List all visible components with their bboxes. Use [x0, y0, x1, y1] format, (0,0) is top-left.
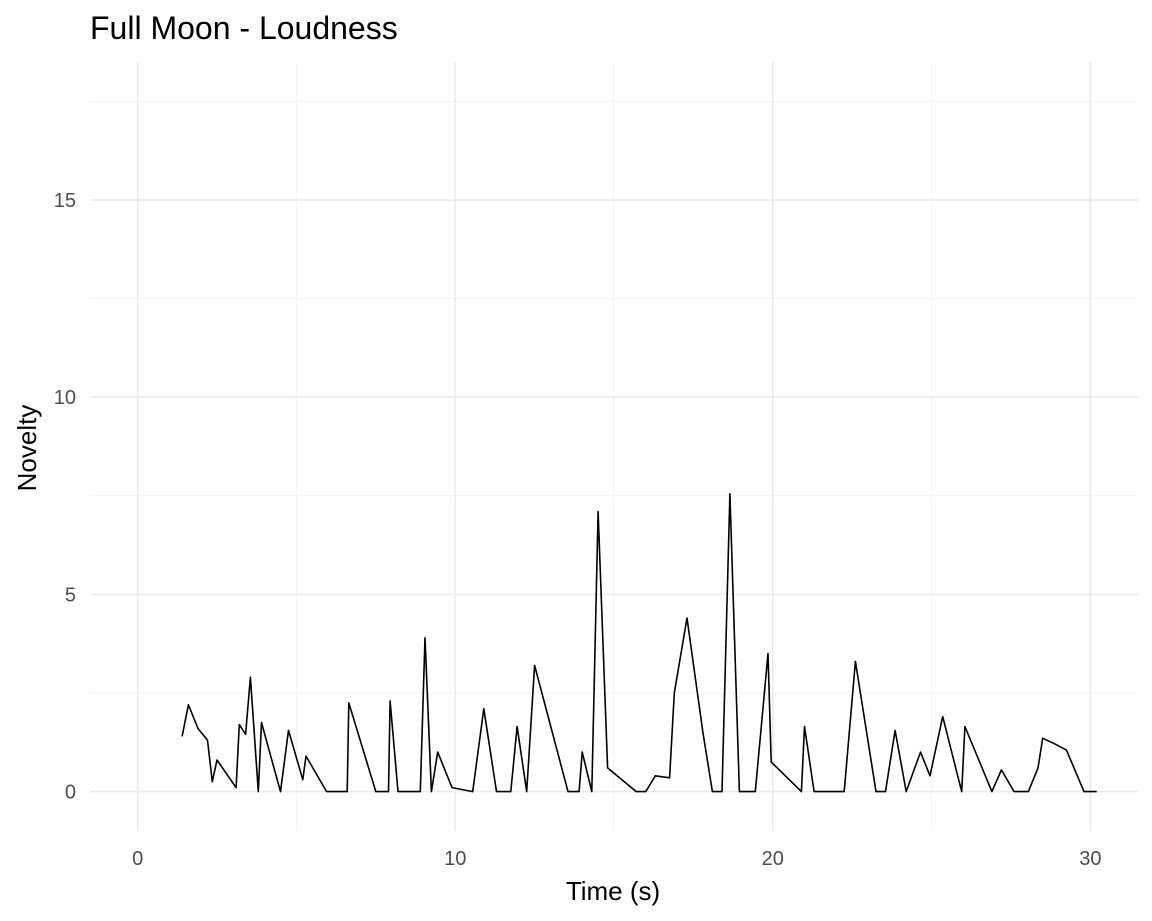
- chart-title: Full Moon - Loudness: [90, 10, 398, 46]
- x-tick-label: 10: [444, 848, 466, 870]
- x-tick-label: 30: [1079, 848, 1101, 870]
- series-line: [181, 492, 1097, 793]
- series-layer: [181, 492, 1097, 793]
- y-axis-tick-labels: 0 5 10 15: [54, 190, 76, 804]
- y-tick-label: 5: [65, 584, 76, 606]
- x-tick-label: 0: [132, 848, 143, 870]
- y-axis-title: Novelty: [12, 405, 42, 492]
- x-axis-title: Time (s): [566, 876, 660, 906]
- x-axis-tick-labels: 0 10 20 30: [132, 848, 1101, 870]
- x-tick-label: 20: [762, 848, 784, 870]
- y-tick-label: 0: [65, 782, 76, 804]
- y-tick-label: 15: [54, 190, 76, 212]
- y-tick-label: 10: [54, 387, 76, 409]
- grid-lines: [90, 62, 1138, 831]
